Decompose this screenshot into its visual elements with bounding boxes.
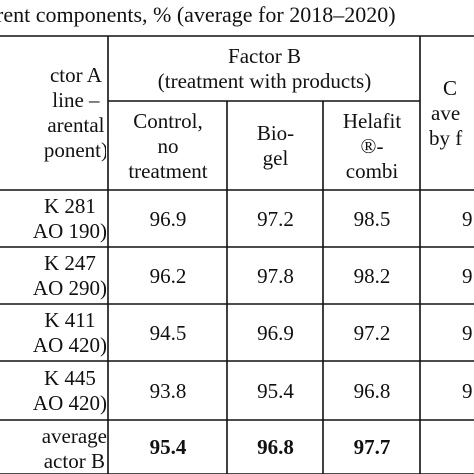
row-name: K 411 AO 420) — [32, 308, 107, 357]
control-header-line-1: Control, — [133, 108, 203, 133]
factor-b-subtitle: (treatment with products) — [157, 68, 372, 93]
biogel-value: 95.4 — [257, 378, 294, 403]
average-value: 9 — [462, 263, 473, 288]
biogel-header: Bio- gel — [228, 102, 323, 190]
average-row-label: average actor B — [41, 424, 107, 473]
factor-a-header: ctor A line – arental ponent) — [0, 37, 106, 189]
biogel-header-line-2: gel — [262, 146, 289, 170]
factor-a-line-4: ponent) — [43, 138, 106, 162]
average-helafit-value: 97.7 — [353, 435, 391, 459]
control-value: 94.5 — [149, 320, 187, 345]
biogel-value: 97.2 — [257, 206, 294, 231]
average-value: 9 — [462, 320, 473, 345]
helafit-header-line-1: Helafit — [342, 108, 402, 133]
table-caption: rent components, % (average for 2018–202… — [0, 2, 396, 27]
row-name: K 445 AO 420) — [32, 366, 107, 415]
control-header-line-3: treatment — [128, 158, 208, 183]
factor-b-header: Factor B (treatment with products) — [109, 37, 420, 100]
control-header-line-2: no — [157, 133, 179, 158]
average-control-value: 95.4 — [149, 435, 187, 459]
average-biogel-value: 96.8 — [257, 435, 294, 459]
helafit-header: Helafit ®- combi — [324, 102, 420, 190]
right-header-line-2: ave — [431, 100, 461, 125]
control-value: 96.2 — [149, 263, 187, 288]
row-name: K 247 AO 290) — [32, 251, 107, 300]
right-header-line-3: by f — [429, 125, 463, 150]
biogel-value: 97.8 — [257, 263, 294, 288]
factor-a-line-2: line – — [52, 88, 100, 112]
biogel-value: 96.9 — [257, 320, 294, 345]
helafit-header-line-3: combi — [345, 158, 399, 183]
factor-b-title: Factor B — [228, 43, 301, 68]
factor-a-line-1: ctor A — [49, 63, 102, 87]
control-header: Control, no treatment — [109, 102, 227, 190]
helafit-value: 97.2 — [353, 320, 391, 345]
helafit-value: 96.8 — [353, 378, 391, 403]
row-name: K 281 AO 190) — [32, 194, 107, 243]
biogel-header-line-1: Bio- — [256, 121, 295, 145]
factor-a-line-3: arental — [47, 113, 105, 137]
average-value: 9 — [462, 378, 473, 403]
helafit-value: 98.5 — [353, 206, 391, 231]
helafit-value: 98.2 — [353, 263, 391, 288]
helafit-header-line-2: ®- — [360, 133, 384, 158]
control-value: 93.8 — [149, 378, 187, 403]
right-header-line-1: C — [443, 75, 458, 100]
average-by-factor-a-header: C ave by f — [421, 37, 474, 189]
average-value: 9 — [462, 206, 473, 231]
control-value: 96.9 — [149, 206, 187, 231]
